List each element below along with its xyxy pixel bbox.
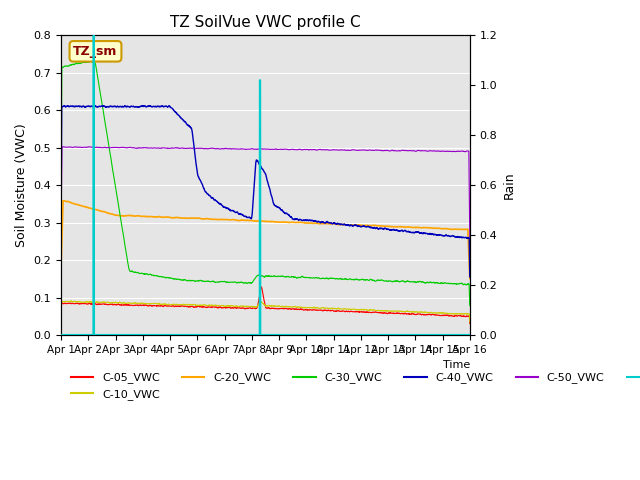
- C-40_VWC: [214, 199, 221, 205]
- C-05_VWC: [104, 301, 111, 307]
- Y-axis label: Rain: Rain: [503, 171, 516, 199]
- C-40_VWC: [466, 274, 474, 280]
- C-50_VWC: [57, 232, 65, 238]
- C-30_VWC: [458, 280, 466, 286]
- C-50_VWC: [458, 148, 466, 154]
- C-05_VWC: [257, 284, 265, 290]
- Legend: C-05_VWC, C-10_VWC, C-20_VWC, C-30_VWC, C-40_VWC, C-50_VWC, sp1_Rain: C-05_VWC, C-10_VWC, C-20_VWC, C-30_VWC, …: [67, 368, 640, 404]
- Text: TZ_sm: TZ_sm: [74, 45, 118, 58]
- C-40_VWC: [458, 235, 466, 240]
- C-20_VWC: [60, 198, 67, 204]
- C-05_VWC: [466, 321, 474, 326]
- C-30_VWC: [57, 198, 65, 204]
- C-10_VWC: [414, 310, 422, 315]
- C-05_VWC: [128, 302, 136, 308]
- C-20_VWC: [57, 265, 65, 271]
- C-05_VWC: [232, 305, 239, 311]
- Line: C-30_VWC: C-30_VWC: [61, 61, 470, 306]
- C-30_VWC: [87, 59, 95, 64]
- C-40_VWC: [232, 210, 239, 216]
- Line: C-20_VWC: C-20_VWC: [61, 201, 470, 278]
- C-40_VWC: [128, 104, 136, 109]
- C-20_VWC: [128, 213, 136, 218]
- C-05_VWC: [214, 305, 221, 311]
- C-20_VWC: [214, 217, 221, 223]
- C-20_VWC: [414, 225, 422, 230]
- Line: C-50_VWC: C-50_VWC: [61, 147, 470, 237]
- C-10_VWC: [232, 303, 239, 309]
- C-05_VWC: [57, 316, 65, 322]
- C-40_VWC: [57, 218, 65, 224]
- C-05_VWC: [414, 311, 422, 317]
- C-20_VWC: [104, 210, 111, 216]
- C-30_VWC: [104, 136, 111, 142]
- C-20_VWC: [232, 217, 239, 223]
- C-30_VWC: [232, 279, 239, 285]
- C-30_VWC: [214, 279, 221, 285]
- C-40_VWC: [414, 229, 422, 235]
- C-50_VWC: [128, 145, 136, 151]
- C-10_VWC: [458, 311, 466, 317]
- Line: C-05_VWC: C-05_VWC: [61, 287, 470, 324]
- C-30_VWC: [414, 279, 422, 285]
- C-30_VWC: [466, 303, 474, 309]
- Line: C-40_VWC: C-40_VWC: [61, 106, 470, 277]
- C-10_VWC: [214, 302, 221, 308]
- Line: C-10_VWC: C-10_VWC: [61, 301, 470, 322]
- Y-axis label: Soil Moisture (VWC): Soil Moisture (VWC): [15, 123, 28, 247]
- C-10_VWC: [104, 300, 111, 305]
- C-50_VWC: [466, 234, 474, 240]
- C-50_VWC: [214, 145, 221, 151]
- X-axis label: Time: Time: [442, 360, 470, 370]
- C-20_VWC: [466, 276, 474, 281]
- C-20_VWC: [458, 227, 466, 232]
- C-10_VWC: [67, 298, 75, 304]
- C-05_VWC: [458, 313, 466, 319]
- C-40_VWC: [104, 104, 111, 109]
- C-10_VWC: [128, 300, 136, 306]
- C-10_VWC: [466, 319, 474, 325]
- Title: TZ SoilVue VWC profile C: TZ SoilVue VWC profile C: [170, 15, 361, 30]
- C-40_VWC: [64, 103, 72, 108]
- C-50_VWC: [104, 144, 111, 150]
- C-30_VWC: [128, 268, 136, 274]
- C-10_VWC: [57, 315, 65, 321]
- C-50_VWC: [414, 148, 422, 154]
- C-50_VWC: [60, 144, 67, 150]
- C-50_VWC: [232, 146, 239, 152]
